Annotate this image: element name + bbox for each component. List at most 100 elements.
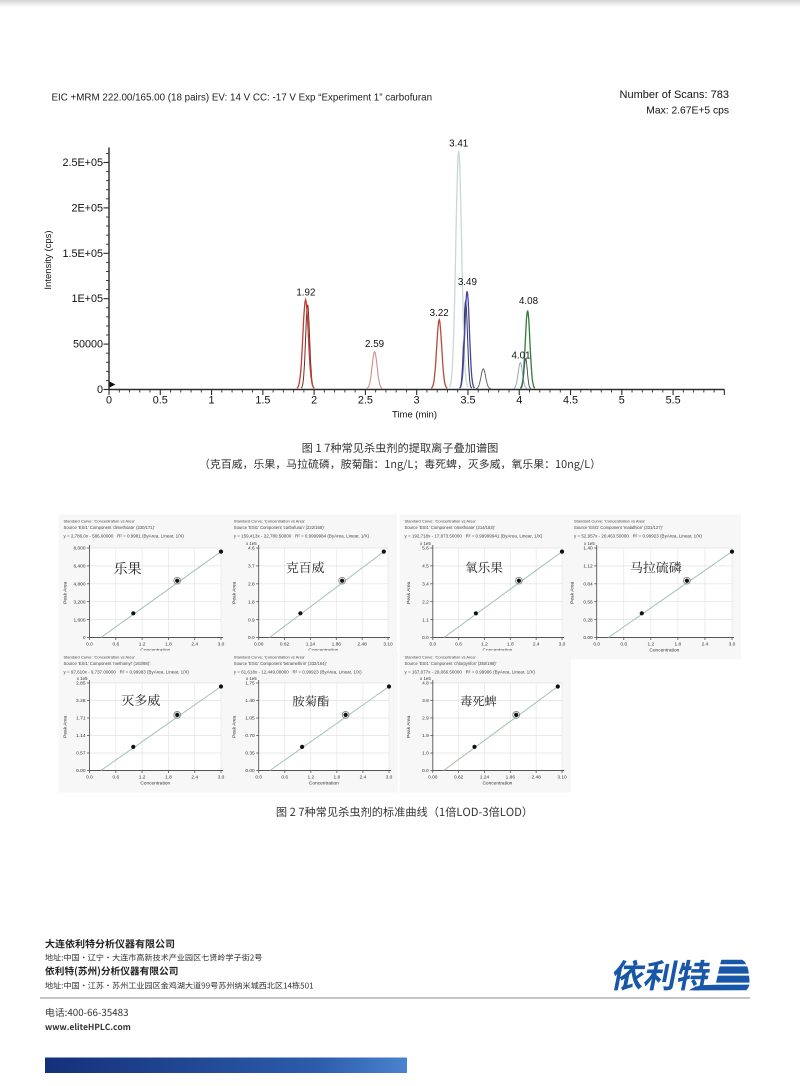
svg-text:0.28: 0.28 xyxy=(583,617,593,623)
svg-text:Source 'ESI1' Component 'ometh: Source 'ESI1' Component 'omethoate' (214… xyxy=(405,525,496,530)
svg-text:3.0: 3.0 xyxy=(218,775,225,781)
svg-text:0.00: 0.00 xyxy=(254,642,264,648)
svg-text:0.0: 0.0 xyxy=(422,768,429,774)
svg-text:0.6: 0.6 xyxy=(620,642,627,648)
svg-text:1.8: 1.8 xyxy=(675,642,682,648)
svg-text:4: 4 xyxy=(516,395,522,407)
svg-text:2.9: 2.9 xyxy=(422,716,429,722)
svg-text:EIC +MRM 222.00/165.00 (18 pai: EIC +MRM 222.00/165.00 (18 pairs) EV: 14… xyxy=(52,93,433,104)
svg-text:x 1e5: x 1e5 xyxy=(420,541,431,546)
svg-text:0: 0 xyxy=(106,395,112,407)
svg-text:0.0: 0.0 xyxy=(593,642,600,648)
svg-text:1.14: 1.14 xyxy=(76,733,86,739)
svg-text:3.7: 3.7 xyxy=(248,564,255,570)
svg-text:1.9: 1.9 xyxy=(422,733,429,739)
svg-text:1.5: 1.5 xyxy=(255,395,270,407)
svg-text:1.2: 1.2 xyxy=(139,775,146,781)
svg-text:0.0: 0.0 xyxy=(248,635,255,641)
svg-text:2.5: 2.5 xyxy=(358,395,373,407)
svg-text:0.0: 0.0 xyxy=(422,635,429,641)
svg-text:0.0: 0.0 xyxy=(255,775,262,781)
svg-text:1.12: 1.12 xyxy=(583,564,593,570)
svg-text:1: 1 xyxy=(209,395,215,407)
svg-text:Source 'ESI1' Component 'dimet: Source 'ESI1' Component 'dimethoate' (23… xyxy=(64,525,155,530)
svg-text:2.2: 2.2 xyxy=(422,599,429,605)
svg-text:Concentration: Concentration xyxy=(482,781,512,787)
svg-text:Peak Area: Peak Area xyxy=(232,581,238,603)
svg-text:Concentration: Concentration xyxy=(140,781,170,787)
svg-text:1.40: 1.40 xyxy=(583,546,593,552)
svg-text:0: 0 xyxy=(83,635,86,641)
svg-text:3.4: 3.4 xyxy=(422,582,429,588)
svg-text:2.4: 2.4 xyxy=(702,642,709,648)
svg-text:Concentration: Concentration xyxy=(309,781,339,787)
svg-text:3.0: 3.0 xyxy=(729,642,736,648)
svg-text:2.5E+05: 2.5E+05 xyxy=(62,157,103,169)
svg-text:2.28: 2.28 xyxy=(76,698,86,704)
svg-text:Peak Area: Peak Area xyxy=(570,581,576,603)
svg-text:6,400: 6,400 xyxy=(73,564,85,570)
svg-text:1.40: 1.40 xyxy=(245,698,255,704)
svg-text:2E+05: 2E+05 xyxy=(71,202,103,214)
svg-text:y = 2,786.0x - 586.00000 R²: y = 2,786.0x - 586.00000 R² = 0.9981 (By… xyxy=(64,534,185,539)
svg-text:4.01: 4.01 xyxy=(511,351,530,362)
svg-text:2.59: 2.59 xyxy=(365,339,384,350)
svg-text:3.5: 3.5 xyxy=(460,395,475,407)
svg-text:y = 97,610x - 9,737.00000 R²: y = 97,610x - 9,737.00000 R² = 0.99983 (… xyxy=(64,670,190,675)
svg-text:Peak Area: Peak Area xyxy=(406,581,412,603)
svg-text:y = 52,957x - 20,463.50000 R: y = 52,957x - 20,463.50000 R² = 0.99923 … xyxy=(574,534,702,539)
svg-text:1.05: 1.05 xyxy=(245,716,255,722)
svg-text:1.1: 1.1 xyxy=(422,617,429,623)
svg-text:x 1e5: x 1e5 xyxy=(584,541,595,546)
svg-text:Peak Area: Peak Area xyxy=(232,715,238,737)
svg-text:1.86: 1.86 xyxy=(332,642,342,648)
svg-text:1.92: 1.92 xyxy=(296,288,315,299)
svg-text:0.5: 0.5 xyxy=(153,395,168,407)
svg-text:Source 'ESI1' Component 'chlor: Source 'ESI1' Component 'chlorpyrifos' (… xyxy=(405,661,497,666)
svg-text:1.5E+05: 1.5E+05 xyxy=(62,248,103,260)
svg-text:2.48: 2.48 xyxy=(357,642,367,648)
svg-text:1.75: 1.75 xyxy=(245,681,255,687)
svg-text:1.71: 1.71 xyxy=(76,716,86,722)
svg-text:3.0: 3.0 xyxy=(559,642,566,648)
svg-text:4.8: 4.8 xyxy=(422,681,429,687)
svg-text:4.08: 4.08 xyxy=(519,296,539,307)
svg-text:0.70: 0.70 xyxy=(245,733,255,739)
svg-text:2.8: 2.8 xyxy=(248,582,255,588)
svg-text:0.0: 0.0 xyxy=(429,642,436,648)
svg-text:x 1e5: x 1e5 xyxy=(246,676,257,681)
svg-text:3: 3 xyxy=(414,395,420,407)
svg-text:0.6: 0.6 xyxy=(112,775,119,781)
svg-text:Max: 2.67E+5 cps: Max: 2.67E+5 cps xyxy=(646,106,729,117)
svg-text:0.62: 0.62 xyxy=(280,642,290,648)
svg-text:3.10: 3.10 xyxy=(557,775,567,781)
svg-text:x 1e5: x 1e5 xyxy=(420,676,431,681)
svg-text:1.8: 1.8 xyxy=(248,599,255,605)
svg-text:2.4: 2.4 xyxy=(533,642,540,648)
svg-text:Standard Curve: 'Concentration: Standard Curve: 'Concentration vs Area' xyxy=(234,519,305,524)
svg-text:0.0: 0.0 xyxy=(86,642,93,648)
svg-text:3.10: 3.10 xyxy=(383,642,393,648)
svg-text:0.00: 0.00 xyxy=(245,768,255,774)
svg-text:4.5: 4.5 xyxy=(563,395,578,407)
svg-text:50000: 50000 xyxy=(73,339,103,351)
svg-text:3.49: 3.49 xyxy=(458,277,477,288)
svg-text:Intensity (cps): Intensity (cps) xyxy=(43,230,54,289)
svg-text:3,200: 3,200 xyxy=(73,599,85,605)
svg-text:Source 'ESI1' Component 'tetra: Source 'ESI1' Component 'tetramethrin' (… xyxy=(234,661,327,666)
svg-text:2.85: 2.85 xyxy=(76,681,86,687)
svg-text:Standard Curve: 'Concentration: Standard Curve: 'Concentration vs Area' xyxy=(234,655,305,660)
svg-text:1.2: 1.2 xyxy=(139,642,146,648)
svg-text:Source 'ESI1' Component 'metho: Source 'ESI1' Component 'methomyl' (163/… xyxy=(64,661,151,666)
svg-text:1E+05: 1E+05 xyxy=(71,293,103,305)
svg-text:y = 61,618x - 12,449.00000 R: y = 61,618x - 12,449.00000 R² = 0.99923 … xyxy=(234,670,362,675)
svg-text:1.24: 1.24 xyxy=(480,775,490,781)
svg-text:4.6: 4.6 xyxy=(248,546,255,552)
svg-text:4,800: 4,800 xyxy=(73,582,85,588)
svg-text:x 1e5: x 1e5 xyxy=(77,676,88,681)
svg-text:1.8: 1.8 xyxy=(165,775,172,781)
svg-text:1.8: 1.8 xyxy=(507,642,514,648)
svg-text:Time (min): Time (min) xyxy=(392,410,437,421)
svg-text:0.9: 0.9 xyxy=(248,617,255,623)
svg-text:3.22: 3.22 xyxy=(430,308,449,319)
